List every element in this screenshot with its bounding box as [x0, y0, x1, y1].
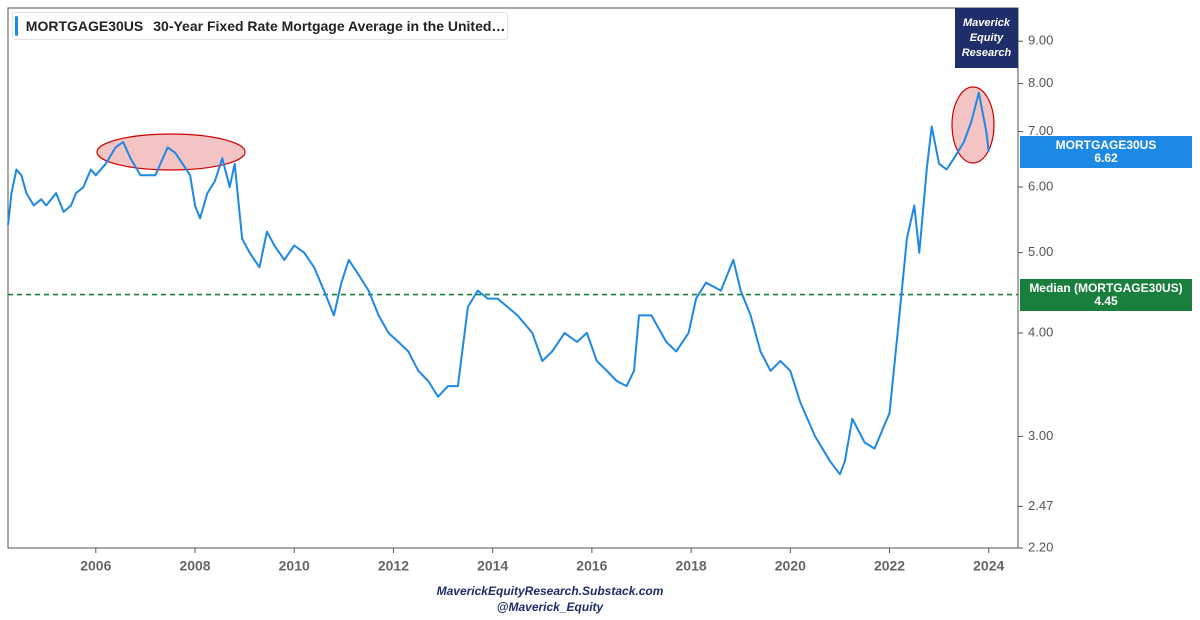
y-tick-label: 6.00	[1028, 178, 1053, 193]
series-line	[7, 91, 990, 476]
footer: MaverickEquityResearch.Substack.com @Mav…	[350, 583, 750, 615]
y-tick-label: 3.00	[1028, 428, 1053, 443]
chart-title: 30-Year Fixed Rate Mortgage Average in t…	[153, 18, 507, 34]
x-tick-label: 2006	[80, 558, 111, 574]
series-label: MORTGAGE30US	[1055, 137, 1157, 152]
x-tick-label: 2016	[576, 558, 607, 574]
median-box: Median (MORTGAGE30US) 4.45	[1020, 278, 1192, 311]
footer-line: @Maverick_Equity	[496, 600, 604, 614]
median-label: Median (MORTGAGE30US)	[1029, 280, 1183, 295]
x-tick-label: 2024	[973, 558, 1004, 574]
x-tick-label: 2014	[477, 558, 508, 574]
ticker: MORTGAGE30US	[25, 18, 144, 34]
x-tick-label: 2008	[179, 558, 210, 574]
y-tick-label: 8.00	[1028, 75, 1053, 90]
x-tick-label: 2012	[378, 558, 409, 574]
x-tick-label: 2020	[775, 558, 806, 574]
highlight-ellipse	[96, 133, 246, 171]
y-tick-label: 9.00	[1028, 33, 1053, 48]
y-tick-label: 4.00	[1028, 324, 1053, 339]
logo: Maverick Equity Research	[955, 8, 1018, 68]
current-value: 6.62	[1094, 150, 1118, 165]
current-value-box: MORTGAGE30US 6.62	[1020, 135, 1192, 168]
title-box: MORTGAGE30US 30-Year Fixed Rate Mortgage…	[12, 12, 508, 40]
x-tick-label: 2022	[874, 558, 905, 574]
median-value: 4.45	[1094, 293, 1118, 308]
y-tick-label: 7.00	[1028, 123, 1053, 138]
x-tick-label: 2010	[279, 558, 310, 574]
series-swatch	[15, 16, 18, 36]
y-tick-label: 5.00	[1028, 244, 1053, 259]
footer-line: MaverickEquityResearch.Substack.com	[436, 584, 664, 598]
x-tick-label: 2018	[676, 558, 707, 574]
y-tick-label: 2.47	[1028, 498, 1053, 513]
y-tick-label: 2.20	[1028, 539, 1053, 554]
plot-frame	[7, 7, 1019, 549]
